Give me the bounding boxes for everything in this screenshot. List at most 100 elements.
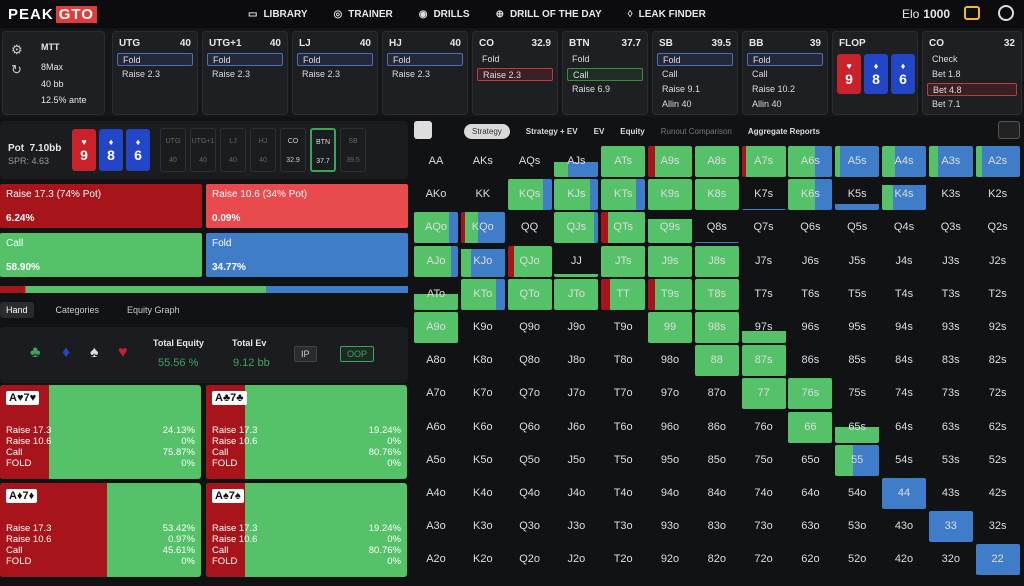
- range-cell[interactable]: 74o: [742, 478, 786, 509]
- action-option[interactable]: Call: [752, 69, 768, 79]
- range-cell[interactable]: 52s: [976, 445, 1020, 476]
- range-cell[interactable]: J5o: [554, 445, 598, 476]
- gamepad-icon[interactable]: [998, 121, 1020, 139]
- action-option[interactable]: Fold: [387, 53, 463, 66]
- range-cell[interactable]: 84s: [882, 345, 926, 376]
- range-cell[interactable]: K4o: [461, 478, 505, 509]
- range-cell[interactable]: A2s: [975, 146, 1020, 177]
- range-cell[interactable]: TT: [601, 278, 646, 310]
- position-card-utgplus1[interactable]: UTG+1 40 Fold Raise 2.3: [202, 31, 288, 115]
- range-cell[interactable]: JTs: [601, 245, 646, 277]
- range-cell[interactable]: J4o: [554, 478, 598, 509]
- range-cell[interactable]: AJs: [554, 146, 599, 177]
- range-cell[interactable]: 64s: [882, 412, 926, 443]
- action-option[interactable]: Bet 4.8: [927, 83, 1017, 96]
- range-cell[interactable]: Q6s: [788, 212, 832, 243]
- range-cell[interactable]: 97s: [741, 312, 786, 343]
- range-cell[interactable]: J5s: [835, 246, 879, 277]
- seat-sb[interactable]: SB 39.5: [340, 128, 366, 172]
- range-cell[interactable]: K4s: [882, 179, 926, 211]
- action-box[interactable]: Raise 17.3 (74% Pot) 6.24%: [0, 184, 202, 228]
- range-cell[interactable]: Q4o: [508, 478, 552, 509]
- club-icon[interactable]: ♣: [30, 344, 41, 361]
- range-cell[interactable]: K6o: [461, 412, 505, 443]
- range-cell[interactable]: Q8s: [694, 212, 739, 244]
- layout-icon[interactable]: [414, 121, 432, 139]
- range-cell[interactable]: 85s: [835, 345, 879, 376]
- tab-categories[interactable]: Categories: [55, 305, 100, 315]
- range-cell[interactable]: KQo: [460, 212, 505, 244]
- strategy-tab[interactable]: Strategy + EV: [525, 126, 578, 136]
- range-cell[interactable]: A7o: [414, 378, 458, 409]
- position-card-bb[interactable]: BB 39 Fold Call Raise 10.2 Allin 40: [742, 31, 828, 115]
- range-cell[interactable]: 96o: [648, 412, 692, 443]
- range-cell[interactable]: Q5s: [835, 212, 879, 243]
- range-cell[interactable]: A3s: [928, 146, 973, 177]
- user-icon[interactable]: [998, 5, 1014, 21]
- range-cell[interactable]: J7o: [554, 378, 598, 409]
- range-cell[interactable]: ATs: [601, 146, 646, 177]
- range-cell[interactable]: Q7o: [508, 378, 552, 409]
- range-cell[interactable]: 96s: [788, 312, 832, 343]
- range-cell[interactable]: ATo: [414, 279, 458, 310]
- range-cell[interactable]: 54s: [882, 445, 926, 476]
- strategy-tab[interactable]: Aggregate Reports: [747, 126, 820, 136]
- range-cell[interactable]: J2o: [554, 544, 598, 575]
- range-cell[interactable]: J6o: [554, 412, 598, 443]
- range-cell[interactable]: 22: [975, 544, 1020, 576]
- range-cell[interactable]: J8o: [554, 345, 598, 376]
- action-option[interactable]: Bet 7.1: [932, 99, 961, 109]
- range-cell[interactable]: A9o: [414, 312, 458, 343]
- action-option[interactable]: Raise 2.3: [392, 69, 431, 79]
- range-cell[interactable]: Q4s: [882, 212, 926, 243]
- range-cell[interactable]: T9o: [601, 312, 645, 343]
- range-cell[interactable]: K2s: [976, 179, 1020, 210]
- range-cell[interactable]: KQs: [507, 179, 552, 211]
- range-cell[interactable]: 76s: [788, 378, 833, 410]
- range-cell[interactable]: 73o: [742, 511, 786, 542]
- seat-utg[interactable]: UTG 40: [160, 128, 186, 172]
- tab-equity-graph[interactable]: Equity Graph: [127, 305, 180, 315]
- range-cell[interactable]: T6o: [601, 412, 645, 443]
- action-option[interactable]: Raise 2.3: [122, 69, 161, 79]
- spade-icon[interactable]: ♠: [90, 344, 99, 361]
- range-cell[interactable]: T6s: [788, 279, 832, 310]
- range-cell[interactable]: A4s: [882, 146, 926, 177]
- range-cell[interactable]: A5s: [835, 146, 880, 177]
- range-cell[interactable]: 63o: [788, 511, 832, 542]
- range-cell[interactable]: J7s: [742, 246, 786, 277]
- range-cell[interactable]: T9s: [648, 278, 692, 310]
- tab-hand[interactable]: Hand: [0, 302, 34, 318]
- range-cell[interactable]: 92s: [976, 312, 1020, 343]
- range-cell[interactable]: QTs: [601, 212, 646, 244]
- range-cell[interactable]: AKs: [461, 146, 505, 177]
- range-cell[interactable]: QJo: [507, 245, 552, 277]
- diamond-icon[interactable]: ♦: [62, 344, 71, 361]
- position-card-flop[interactable]: FLOP ♥ 9 ♦ 8 ♦ 6: [832, 31, 918, 115]
- action-option[interactable]: Raise 2.3: [477, 68, 553, 81]
- action-option[interactable]: Bet 1.8: [932, 69, 961, 79]
- range-cell[interactable]: A8o: [414, 345, 458, 376]
- range-cell[interactable]: T3o: [601, 511, 645, 542]
- range-cell[interactable]: J8s: [694, 245, 739, 277]
- range-cell[interactable]: AQs: [508, 146, 552, 177]
- action-option[interactable]: Fold: [657, 53, 733, 66]
- range-cell[interactable]: AKo: [414, 179, 458, 210]
- range-cell[interactable]: KJo: [460, 246, 505, 277]
- heart-icon[interactable]: ♥: [118, 344, 128, 361]
- range-cell[interactable]: 92o: [648, 544, 692, 575]
- seat-btn[interactable]: BTN 37.7: [310, 128, 336, 172]
- action-option[interactable]: Raise 2.3: [302, 69, 341, 79]
- range-cell[interactable]: K5o: [461, 445, 505, 476]
- range-cell[interactable]: J9s: [648, 245, 692, 277]
- range-cell[interactable]: 72o: [742, 544, 786, 575]
- range-cell[interactable]: 32o: [929, 544, 973, 575]
- range-cell[interactable]: Q7s: [742, 212, 786, 243]
- range-cell[interactable]: AA: [414, 146, 458, 177]
- action-option[interactable]: Allin 40: [752, 99, 782, 109]
- position-card-hj[interactable]: HJ 40 Fold Raise 2.3: [382, 31, 468, 115]
- range-cell[interactable]: A4o: [414, 478, 458, 509]
- position-card-sb[interactable]: SB 39.5 Fold Call Raise 9.1 Allin 40: [652, 31, 738, 115]
- nav-item-drill-of-the-day[interactable]: ⊕ DRILL OF THE DAY: [496, 9, 602, 20]
- range-cell[interactable]: 82s: [976, 345, 1020, 376]
